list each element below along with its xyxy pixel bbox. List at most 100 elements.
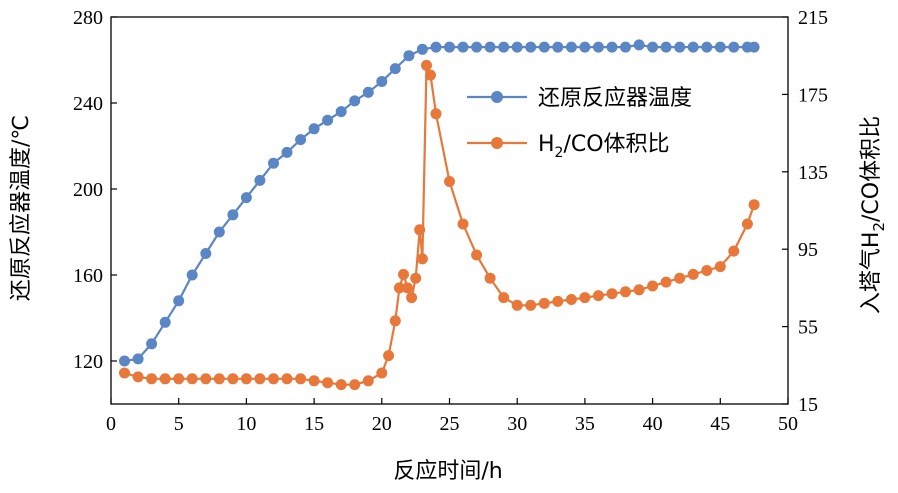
x-tick-label: 15	[304, 413, 324, 435]
data-point	[295, 134, 307, 146]
x-tick-label: 35	[575, 413, 595, 435]
data-point	[414, 224, 426, 236]
data-point	[240, 192, 252, 204]
data-point	[132, 371, 144, 383]
data-point	[484, 272, 496, 284]
data-point	[444, 176, 455, 187]
data-point	[295, 373, 307, 385]
plot-frame	[110, 16, 789, 405]
data-point	[159, 373, 171, 385]
data-point	[471, 249, 483, 261]
data-point	[349, 379, 361, 391]
data-point	[592, 290, 604, 302]
x-axis-ticks: 0 5 10 15 20 25 30 35 40 45 50	[106, 398, 798, 435]
data-point	[714, 261, 726, 273]
data-point	[687, 41, 699, 53]
legend-temperature-label: 还原反应器温度	[538, 86, 692, 111]
left-y-tick-label: 160	[73, 265, 103, 287]
data-point	[308, 375, 320, 387]
data-point	[335, 106, 347, 118]
data-point	[227, 209, 239, 221]
data-point	[748, 41, 760, 53]
data-point	[146, 373, 158, 385]
data-point	[511, 41, 523, 53]
data-point	[592, 41, 604, 53]
data-point	[674, 41, 686, 53]
data-point	[173, 373, 185, 385]
series-layer	[119, 39, 760, 391]
data-point	[362, 86, 374, 98]
right-y-tick-label: 95	[798, 239, 818, 261]
x-tick-label: 0	[106, 413, 116, 435]
data-point	[741, 218, 753, 230]
x-tick-label: 40	[643, 413, 663, 435]
left-y-axis-title: 还原反应器温度/℃	[9, 115, 34, 301]
right-y-tick-label: 215	[798, 7, 828, 29]
plot-border	[110, 16, 789, 405]
right-y-axis-title: 入塔气H2/CO体积比	[859, 116, 888, 314]
left-y-axis-ticks: 120 160 200 240 280	[73, 7, 117, 373]
data-point	[159, 316, 171, 328]
x-tick-label: 30	[507, 413, 527, 435]
data-point	[322, 114, 334, 126]
right-y-tick-label: 135	[798, 162, 828, 184]
x-tick-label: 25	[440, 413, 460, 435]
data-point	[240, 373, 252, 385]
data-point	[200, 248, 212, 259]
data-point	[213, 373, 225, 385]
data-point	[335, 379, 347, 391]
data-point	[425, 69, 436, 81]
right-y-axis-ticks: 15 55 95 135 175 215	[782, 7, 828, 416]
data-point	[484, 41, 496, 53]
data-point	[173, 295, 185, 307]
right-y-axis-title-post: /CO体积比	[859, 116, 884, 222]
data-point	[421, 59, 432, 71]
data-point	[376, 76, 388, 87]
data-point	[660, 276, 672, 288]
legend-h2co-label-pre: H	[538, 132, 555, 157]
data-point	[186, 373, 198, 385]
data-point	[268, 157, 279, 169]
legend-h2co-marker	[491, 137, 503, 149]
data-point	[620, 286, 631, 298]
data-point	[403, 50, 415, 62]
data-point	[383, 350, 395, 362]
left-y-tick-label: 280	[73, 7, 103, 29]
data-point	[660, 41, 672, 53]
data-point	[389, 315, 401, 327]
x-tick-label: 45	[710, 413, 730, 435]
data-point	[389, 63, 401, 75]
data-point	[674, 272, 686, 284]
data-point	[525, 41, 537, 53]
data-point	[254, 174, 266, 186]
data-point	[714, 41, 726, 53]
data-point	[402, 282, 413, 294]
data-point	[119, 367, 130, 379]
x-tick-label: 5	[174, 413, 184, 435]
data-point	[416, 253, 428, 265]
data-point	[398, 268, 409, 280]
legend-h2co-label-post: /CO体积比	[563, 132, 669, 157]
series-1	[119, 59, 760, 391]
data-point	[457, 218, 469, 230]
x-tick-label: 10	[236, 413, 256, 435]
data-point	[606, 288, 618, 300]
data-point	[416, 43, 428, 55]
data-point	[633, 39, 645, 51]
data-point	[748, 199, 760, 211]
x-axis-title: 反应时间/h	[393, 459, 502, 484]
data-point	[647, 41, 659, 53]
data-point	[444, 41, 455, 53]
data-point	[308, 123, 320, 135]
data-point	[498, 292, 510, 304]
legend-h2co-label: H2/CO体积比	[538, 132, 670, 161]
data-point	[430, 108, 442, 120]
legend-temperature-marker	[491, 91, 503, 103]
right-y-axis-title-sub: 2	[870, 222, 888, 232]
data-point	[146, 338, 158, 350]
right-y-tick-label: 175	[798, 84, 828, 106]
data-point	[525, 299, 537, 311]
data-point	[362, 375, 374, 387]
data-point	[620, 41, 631, 53]
